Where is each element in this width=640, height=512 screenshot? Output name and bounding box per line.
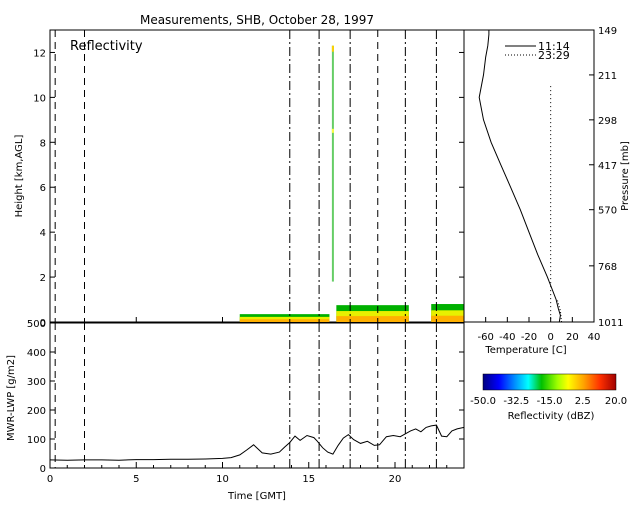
echo-band [431, 304, 464, 322]
colorbar-gradient [482, 373, 617, 391]
lwp-y-tick-label: 200 [27, 406, 46, 417]
lwp-plot-frame [49, 322, 465, 469]
temperature-x-tick-label: -40 [499, 332, 515, 343]
echo-column-mid [331, 128, 334, 133]
echo-band [239, 314, 330, 322]
temperature-x-tick-label: -60 [477, 332, 493, 343]
reflectivity-y-axis-label-group: Height [km,AGL] [14, 135, 25, 218]
time-x-axis-label: Time [GMT] [227, 491, 286, 502]
echo-band-yellow [336, 311, 409, 318]
temperature-x-tick-label: 0 [547, 332, 553, 343]
echo-band-orange [336, 316, 409, 322]
lwp-series-line [49, 424, 465, 461]
sounding-panel: Temperature [C] Pressure [mb] 11:14 23:2… [463, 26, 631, 356]
reflectivity-y-tick-label: 8 [40, 138, 46, 149]
lwp-y-tick-label: 300 [27, 377, 46, 388]
lwp-y-tick-label: 500 [27, 319, 46, 330]
time-x-tick-label: 15 [302, 474, 315, 485]
reflectivity-plot-frame [49, 29, 465, 323]
reflectivity-panel-label: Reflectivity [70, 39, 143, 54]
pressure-tick-label: 211 [598, 71, 617, 82]
colorbar-label: Reflectivity (dBZ) [508, 411, 595, 422]
reflectivity-y-tick-label: 6 [40, 183, 46, 194]
echo-band-orange [239, 319, 330, 322]
echo-band [336, 305, 409, 322]
lwp-y-tick-label: 400 [27, 348, 46, 359]
reflectivity-y-tick-label: 12 [33, 48, 46, 59]
temperature-profile-2 [556, 299, 562, 323]
time-x-tick-label: 5 [133, 474, 139, 485]
legend-series-1-label: 11:14 [538, 40, 570, 53]
lwp-y-tick-label: 0 [40, 464, 46, 475]
echo-band-yellow [239, 316, 330, 321]
figure-title: Measurements, SHB, October 28, 1997 [140, 13, 374, 27]
colorbar-tick-label: -15.0 [537, 396, 563, 407]
echo-band-yellow [431, 310, 464, 318]
sounding-legend: 11:14 23:29 [505, 40, 570, 62]
pressure-y-axis-label: Pressure [mb] [620, 141, 631, 211]
temperature-x-tick-label: 20 [566, 332, 579, 343]
lwp-y-axis-label: MWR-LWP [g/m2] [6, 355, 17, 441]
time-x-tick-label: 0 [47, 474, 53, 485]
temperature-profile-1 [478, 30, 561, 323]
pressure-tick-label: 570 [598, 206, 617, 217]
colorbar-tick-label: 20.0 [605, 396, 627, 407]
reflectivity-y-axis-label: Height [km,AGL] [14, 135, 25, 218]
colorbar-tick-label: -50.0 [470, 396, 496, 407]
temperature-x-tick-label: 40 [588, 332, 601, 343]
reflectivity-y-tick-label: 2 [40, 273, 46, 284]
temperature-x-axis-label: Temperature [C] [484, 345, 566, 356]
time-x-tick-label: 10 [216, 474, 229, 485]
echo-band-orange [431, 315, 464, 322]
echo-column-top [331, 45, 334, 52]
colorbar: Reflectivity (dBZ) -50.0 -32.5 -15.0 2.5 20.… [470, 373, 627, 422]
colorbar-tick-label: -32.5 [503, 396, 529, 407]
reflectivity-panel: Reflectivity Height [km,AGL] 0 2 4 6 8 10 12 [14, 29, 465, 329]
temperature-x-tick-label: -20 [521, 332, 537, 343]
pressure-tick-label: 768 [598, 262, 617, 273]
pressure-tick-label: 1011 [598, 318, 623, 329]
reflectivity-y-tick-label: 0 [40, 318, 46, 329]
legend-series-2-label: 23:29 [538, 49, 570, 62]
lwp-panel: MWR-LWP [g/m2] Time [GMT] 01002003004005… [6, 319, 465, 502]
time-x-tick-label: 20 [389, 474, 402, 485]
pressure-tick-label: 298 [598, 116, 617, 127]
colorbar-tick-label: 2.5 [575, 396, 591, 407]
echo-column [331, 45, 334, 282]
pressure-tick-label: 417 [598, 161, 617, 172]
lwp-y-tick-label: 100 [27, 435, 46, 446]
pressure-tick-label: 149 [598, 26, 617, 37]
reflectivity-y-tick-label: 10 [33, 93, 46, 104]
reflectivity-y-tick-label: 4 [40, 228, 46, 239]
